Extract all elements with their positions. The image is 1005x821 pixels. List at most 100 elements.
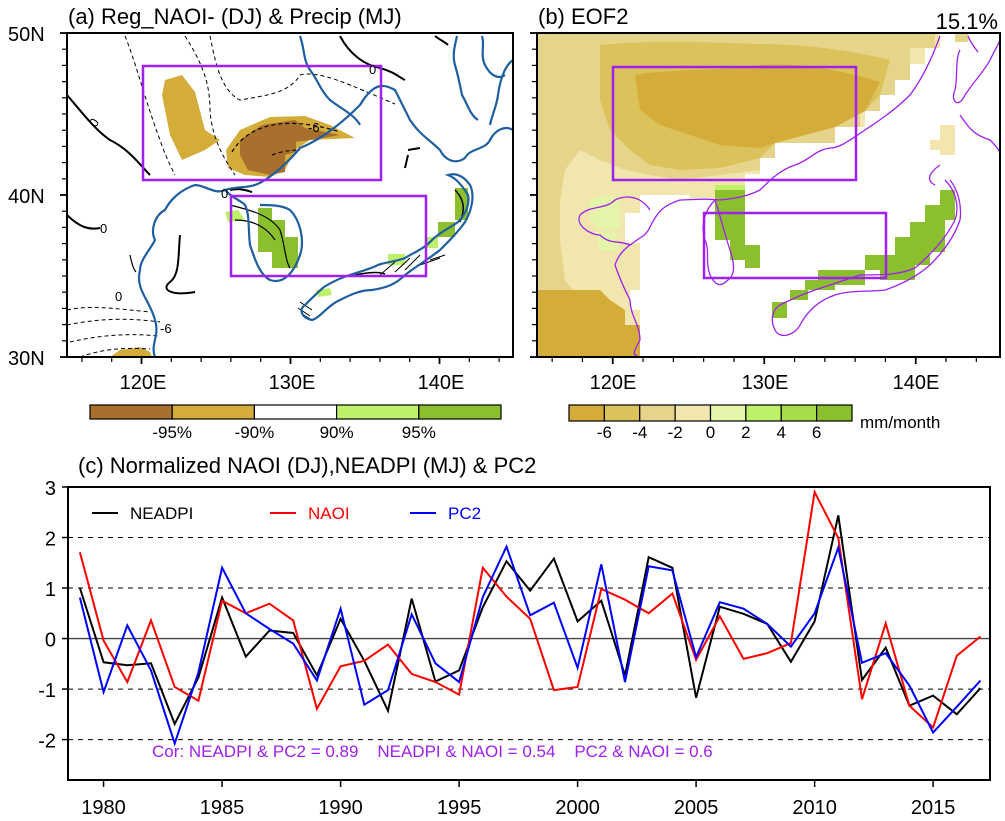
x-tick-label: 1980 — [81, 797, 126, 819]
colorbar-swatch — [603, 404, 641, 422]
x-tick-label: 1995 — [437, 797, 482, 819]
contour-label: 0 — [369, 62, 376, 77]
lon-label-130e: 130E — [742, 372, 789, 394]
lon-label-130e: 130E — [269, 372, 316, 394]
chart-title: (c) Normalized NAOI (DJ),NEADPI (MJ) & P… — [78, 453, 536, 478]
contour-label: 0 — [221, 186, 228, 201]
colorbar-label: -90% — [235, 423, 275, 442]
x-tick-label: 2005 — [674, 797, 719, 819]
eof-shade-0to2 — [590, 195, 620, 230]
colorbar-swatch — [171, 404, 255, 420]
eof-shade-above6 — [865, 190, 955, 280]
eof-shade-above6 — [715, 190, 760, 268]
legend-label: PC2 — [448, 504, 481, 523]
colorbar-label: -4 — [632, 423, 647, 442]
lon-label-120e: 120E — [590, 372, 637, 394]
x-tick-label: 2000 — [555, 797, 600, 819]
colorbar-swatch — [745, 404, 782, 422]
x-tick-label: 1985 — [200, 797, 245, 819]
significance-shade-pos95 — [258, 208, 298, 268]
region-box-south — [229, 194, 428, 278]
series-line-pc2 — [78, 543, 982, 747]
region-box-north — [141, 64, 383, 182]
panel-a-ticks — [60, 32, 500, 364]
colorbar-swatch — [336, 404, 420, 420]
x-tick-label: 1990 — [318, 797, 363, 819]
colorbar-swatch — [568, 404, 605, 422]
colorbar-swatch — [816, 404, 853, 422]
colorbar-units: mm/month — [860, 413, 940, 432]
lat-label-50n: 50N — [8, 24, 45, 46]
colorbar-swatch — [709, 404, 747, 422]
colorbar-swatch — [418, 404, 502, 420]
panel-b-ticks — [530, 32, 977, 364]
contour-label: -6 — [160, 321, 172, 336]
colorbar-swatch — [780, 404, 818, 422]
lat-label-40n: 40N — [8, 186, 45, 208]
panel-a-map: (a) Reg_NAOI- (DJ) & Precip (MJ) — [8, 4, 514, 442]
panel-b-title: (b) EOF2 — [538, 4, 628, 29]
x-tick-label: 2010 — [792, 797, 837, 819]
colorbar-label: 90% — [320, 423, 354, 442]
region-box-south — [702, 211, 888, 280]
y-tick-label: 1 — [45, 579, 56, 601]
colorbar-label: -2 — [668, 423, 683, 442]
eof-shade-below-neg6 — [635, 64, 880, 148]
colorbar-label: -95% — [152, 423, 192, 442]
coastline — [137, 35, 513, 357]
lon-label-140e: 140E — [418, 372, 465, 394]
x-tick-label: 2015 — [911, 797, 956, 819]
colorbar-label: 2 — [741, 423, 750, 442]
colorbar-label: 4 — [777, 423, 786, 442]
panel-c-timeseries: (c) Normalized NAOI (DJ),NEADPI (MJ) & P… — [38, 453, 991, 819]
contour-label: 0 — [115, 289, 122, 304]
chart-axes: 3 2 1 0 -1 -2 1980 1985 1990 1995 2000 2005 2010 2015 — [38, 478, 955, 819]
panel-a-map-content: 0 -6 0 0 0 0 -6 — [67, 33, 513, 357]
eof-shade-below-neg6 — [537, 290, 640, 357]
significance-shade-pos90 — [425, 237, 438, 248]
region-box-north — [611, 65, 858, 182]
panel-b-colorbar: -6 -4 -2 0 2 4 6 — [568, 404, 853, 442]
explained-variance: 15.1% — [936, 9, 998, 34]
contour-label: 0 — [100, 221, 107, 236]
y-tick-label: 2 — [45, 529, 56, 551]
series-line-naoi — [78, 488, 982, 730]
colorbar-label: 0 — [706, 423, 715, 442]
chart-legend: NEADPI NAOI PC2 — [92, 504, 481, 523]
legend-label: NEADPI — [130, 504, 193, 523]
colorbar-swatch — [674, 404, 712, 422]
eof-shade-neg2to4 — [955, 33, 968, 42]
correlation-annotation: Cor: NEADPI & PC2 = 0.89 NEADPI & NAOI =… — [152, 742, 713, 761]
panel-a-colorbar: -95% -90% 90% 95% — [89, 404, 502, 442]
eof-shade-neg0to2 — [930, 125, 955, 155]
contours — [67, 35, 465, 357]
lat-label-30n: 30N — [8, 348, 45, 370]
coastline — [578, 35, 1000, 357]
colorbar-swatch — [639, 404, 676, 422]
lon-label-140e: 140E — [893, 372, 940, 394]
panel-a-title: (a) Reg_NAOI- (DJ) & Precip (MJ) — [68, 4, 402, 29]
colorbar-label: 95% — [402, 423, 436, 442]
panel-b-map-content — [537, 33, 1000, 357]
y-tick-label: 0 — [45, 630, 56, 652]
colorbar-label: -6 — [597, 423, 612, 442]
significance-shade-pos95 — [438, 188, 468, 237]
series-line-neadpi — [78, 515, 982, 727]
legend-label: NAOI — [308, 504, 350, 523]
chart-frame — [67, 486, 991, 781]
y-tick-label: 3 — [45, 478, 56, 500]
y-tick-label: -2 — [38, 731, 56, 753]
significance-shade-neg90 — [162, 75, 220, 160]
significance-shade-neg90 — [110, 347, 152, 357]
panel-b-map: (b) EOF2 15.1% — [530, 4, 1001, 442]
colorbar-swatch — [89, 404, 173, 420]
chart-series — [78, 488, 982, 747]
y-tick-label: -1 — [38, 680, 56, 702]
significance-shade-neg95 — [240, 120, 340, 175]
lon-label-120e: 120E — [120, 372, 167, 394]
colorbar-swatch — [253, 404, 338, 420]
colorbar-label: 6 — [812, 423, 821, 442]
eof-shade-above6 — [772, 302, 787, 318]
contour-label: -6 — [308, 120, 320, 135]
